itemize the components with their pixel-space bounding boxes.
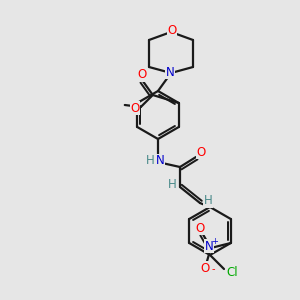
Text: O: O bbox=[130, 101, 140, 115]
Text: H: H bbox=[204, 194, 212, 208]
Text: N: N bbox=[204, 239, 213, 253]
Text: -: - bbox=[211, 264, 214, 274]
Text: O: O bbox=[167, 25, 177, 38]
Text: O: O bbox=[196, 146, 206, 158]
Text: O: O bbox=[137, 68, 146, 82]
Text: O: O bbox=[195, 221, 204, 235]
Text: +: + bbox=[211, 238, 218, 247]
Text: H: H bbox=[168, 178, 176, 191]
Text: O: O bbox=[200, 262, 209, 275]
Text: N: N bbox=[156, 154, 164, 167]
Text: H: H bbox=[146, 154, 154, 167]
Text: N: N bbox=[166, 65, 174, 79]
Text: Cl: Cl bbox=[226, 266, 238, 280]
